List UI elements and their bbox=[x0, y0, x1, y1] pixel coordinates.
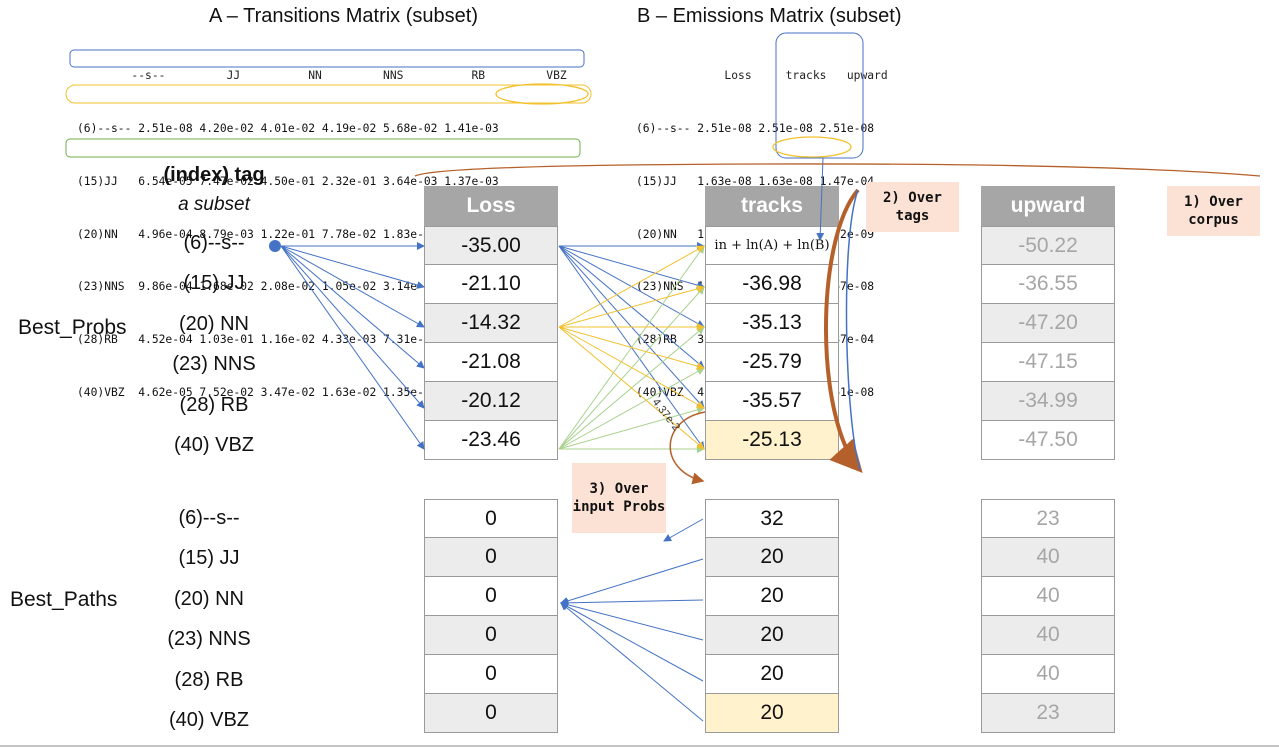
note-over-tags: 2) Over tags bbox=[866, 182, 959, 232]
upward-path-cell: 23 bbox=[981, 499, 1115, 538]
upward-prob-cell: -50.22 bbox=[981, 226, 1115, 265]
over-tags-arc bbox=[824, 188, 863, 473]
upward-path-cell: 23 bbox=[981, 694, 1115, 733]
upward-path-cell: 40 bbox=[981, 538, 1115, 577]
tag-column-header: (index) tag bbox=[163, 164, 265, 186]
tracks-path-cell: 20 bbox=[705, 577, 839, 616]
loss-prob-cell: -23.46 bbox=[424, 421, 558, 460]
over-tags-arc-inner bbox=[845, 189, 861, 471]
loss-path-cell: 0 bbox=[424, 499, 558, 538]
paths-tag-label: (23) NNS bbox=[167, 628, 251, 650]
probs-tag-label: (23) NNS bbox=[172, 353, 256, 375]
probs-tag-label: (6)--s-- bbox=[183, 232, 245, 254]
transitions-row: (6)--s-- 2.51e-08 4.20e-02 4.01e-02 4.19… bbox=[77, 121, 499, 135]
loss-prob-cell: -21.08 bbox=[424, 343, 558, 382]
over-input-arc bbox=[669, 411, 706, 485]
upward-prob-cell: -47.20 bbox=[981, 304, 1115, 343]
transitions-row: (15)JJ 6.54e-05 7.47e-02 4.50e-01 2.32e-… bbox=[77, 174, 499, 188]
loss-path-cell: 0 bbox=[424, 694, 558, 733]
paths-tag-label: (40) VBZ bbox=[168, 709, 250, 731]
upward-paths-column: 23 40 40 40 40 23 bbox=[981, 499, 1115, 733]
upward-column-header: upward bbox=[981, 186, 1115, 226]
upward-prob-cell: -47.15 bbox=[981, 343, 1115, 382]
tag-column-subheader: a subset bbox=[178, 194, 250, 215]
upward-probs-column: upward -50.22 -36.55 -47.20 -47.15 -34.9… bbox=[981, 186, 1115, 460]
upward-path-cell: 40 bbox=[981, 616, 1115, 655]
emissions-row: (15)JJ 1.63e-08 1.63e-08 1.47e-04 bbox=[636, 174, 875, 188]
upward-prob-cell: -36.55 bbox=[981, 265, 1115, 304]
tracks-prob-cell: -25.79 bbox=[705, 343, 839, 382]
tracks-formula-cell: in + ln(A) + ln(B) bbox=[705, 226, 839, 265]
emissions-matrix-header: Loss tracks upward bbox=[636, 69, 888, 83]
emissions-row: (6)--s-- 2.51e-08 2.51e-08 2.51e-08 bbox=[636, 121, 875, 135]
tracks-path-cell: 20 bbox=[705, 655, 839, 694]
start-arrows bbox=[280, 242, 425, 450]
transition-value-circle bbox=[495, 83, 589, 105]
upward-prob-cell: -47.50 bbox=[981, 421, 1115, 460]
transitions-row-highlight-nn bbox=[65, 84, 592, 104]
paths-tag-label: (20) NN bbox=[173, 588, 244, 610]
nn-to-tracks-arrows bbox=[558, 245, 705, 450]
emission-arrow bbox=[816, 157, 825, 241]
corpus-brace bbox=[414, 163, 1261, 177]
loss-path-cell: 0 bbox=[424, 577, 558, 616]
transitions-row-highlight-s bbox=[69, 49, 585, 68]
probs-tag-label: (15) JJ bbox=[183, 272, 245, 294]
loss-prob-cell: -35.00 bbox=[424, 226, 558, 265]
best-probs-label: Best_Probs bbox=[18, 316, 127, 339]
paths-tag-label: (28) RB bbox=[174, 669, 244, 691]
tracks-path-cell: 32 bbox=[705, 499, 839, 538]
tracks-paths-column: 32 20 20 20 20 20 bbox=[705, 499, 839, 733]
probs-tag-label: (20) NN bbox=[178, 313, 249, 335]
best-paths-label: Best_Paths bbox=[10, 588, 118, 611]
tracks-column-header: tracks bbox=[705, 186, 839, 226]
loss-column-header: Loss bbox=[424, 186, 558, 226]
loss-path-cell: 0 bbox=[424, 538, 558, 577]
loss-paths-column: 0 0 0 0 0 0 bbox=[424, 499, 558, 733]
loss-prob-cell: -14.32 bbox=[424, 304, 558, 343]
tracks-prob-cell-highlighted: -25.13 bbox=[705, 421, 839, 460]
tracks-path-cell-highlighted: 20 bbox=[705, 694, 839, 733]
transitions-matrix-header: --s-- JJ NN NNS RB VBZ bbox=[77, 69, 567, 83]
tracks-probs-column: tracks in + ln(A) + ln(B) -36.98 -35.13 … bbox=[705, 186, 839, 460]
tracks-path-cell: 20 bbox=[705, 538, 839, 577]
note-over-input-probs: 3) Over input Probs bbox=[572, 463, 666, 533]
tracks-path-cell: 20 bbox=[705, 616, 839, 655]
note-over-corpus: 1) Over corpus bbox=[1167, 186, 1260, 236]
tracks-prob-cell: -35.57 bbox=[705, 382, 839, 421]
transitions-matrix-title: A – Transitions Matrix (subset) bbox=[209, 5, 478, 27]
probs-tag-label: (40) VBZ bbox=[173, 434, 255, 456]
vbz-to-tracks-arrows bbox=[558, 245, 705, 453]
upward-prob-cell: -34.99 bbox=[981, 382, 1115, 421]
transitions-row-highlight-vbz bbox=[65, 138, 581, 158]
loss-probs-column: Loss -35.00 -21.10 -14.32 -21.08 -20.12 … bbox=[424, 186, 558, 460]
start-node bbox=[269, 240, 281, 252]
loss-path-cell: 0 bbox=[424, 616, 558, 655]
emissions-matrix-title: B – Emissions Matrix (subset) bbox=[637, 5, 902, 27]
edge-probability-label: 4.37e-2 bbox=[650, 396, 682, 433]
probs-tag-label: (28) RB bbox=[179, 394, 249, 416]
upward-path-cell: 40 bbox=[981, 577, 1115, 616]
paths-tag-label: (6)--s-- bbox=[178, 507, 240, 529]
paths-tag-label: (15) JJ bbox=[178, 547, 240, 569]
loss-path-cell: 0 bbox=[424, 655, 558, 694]
emission-value-circle bbox=[772, 136, 852, 158]
best-path-pointers bbox=[560, 518, 704, 722]
emissions-column-highlight bbox=[775, 32, 864, 159]
loss-prob-cell: -21.10 bbox=[424, 265, 558, 304]
tracks-prob-cell: -36.98 bbox=[705, 265, 839, 304]
tracks-prob-cell: -35.13 bbox=[705, 304, 839, 343]
upward-path-cell: 40 bbox=[981, 655, 1115, 694]
